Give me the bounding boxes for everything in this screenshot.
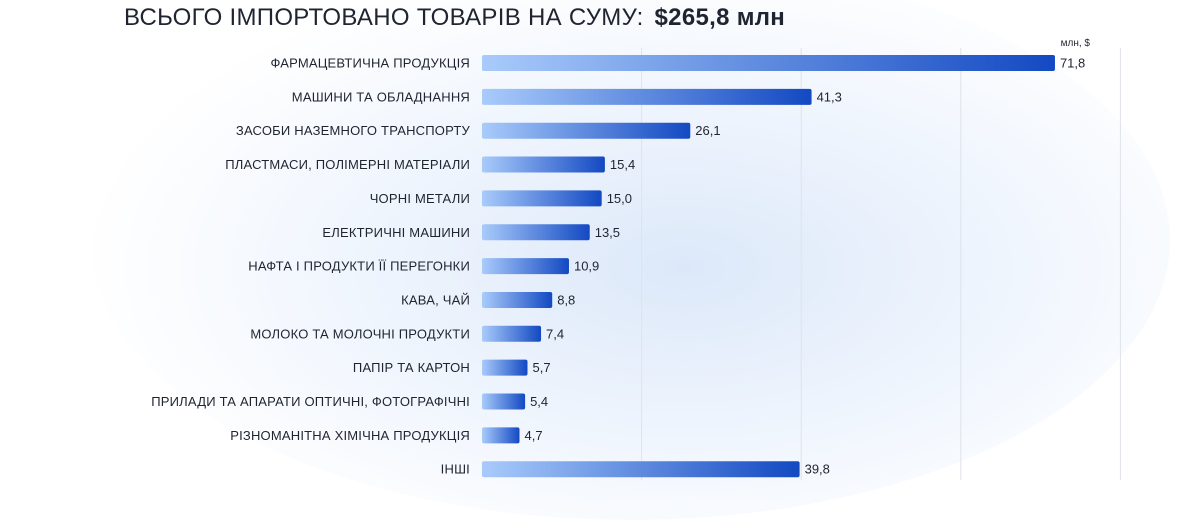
bar	[482, 55, 1055, 71]
bar	[482, 325, 542, 342]
bar-row: ЗАСОБИ НАЗЕМНОГО ТРАНСПОРТУ 26,1	[236, 122, 721, 139]
bar	[482, 291, 553, 308]
value-label: 10,9	[574, 259, 599, 274]
value-label: 39,8	[805, 462, 830, 477]
bar	[482, 359, 528, 376]
bar-row: КАВА, ЧАЙ 8,8	[401, 291, 575, 308]
category-label: ПАПІР ТА КАРТОН	[353, 360, 470, 375]
value-label: 13,5	[595, 225, 620, 240]
bar-row: ПРИЛАДИ ТА АПАРАТИ ОПТИЧНІ, ФОТОГРАФІЧНІ…	[151, 393, 548, 410]
value-label: 71,8	[1060, 56, 1085, 71]
category-label: МОЛОКО ТА МОЛОЧНІ ПРОДУКТИ	[250, 326, 470, 341]
value-label: 5,4	[530, 394, 548, 409]
bar-row: ФАРМАЦЕВТИЧНА ПРОДУКЦІЯ 71,8	[270, 55, 1085, 71]
bar	[482, 122, 691, 139]
bar	[482, 88, 812, 105]
bar	[482, 258, 569, 275]
category-label: РІЗНОМАНІТНА ХІМІЧНА ПРОДУКЦІЯ	[230, 428, 470, 443]
category-label: ПЛАСТМАСИ, ПОЛІМЕРНІ МАТЕРІАЛИ	[225, 157, 470, 172]
bar-chart: млн, $ ФАРМАЦЕВТИЧНА ПРОДУКЦІЯ 71,8 МАШИНИ…	[151, 38, 1121, 480]
value-label: 4,7	[525, 428, 543, 443]
bar	[482, 427, 520, 444]
bar-row: ЕЛЕКТРИЧНІ МАШИНИ 13,5	[322, 224, 620, 241]
category-label: ІНШІ	[441, 462, 470, 477]
category-label: ЧОРНІ МЕТАЛИ	[370, 191, 470, 206]
unit-label: млн, $	[1061, 38, 1091, 49]
bar-row: РІЗНОМАНІТНА ХІМІЧНА ПРОДУКЦІЯ 4,7	[230, 427, 543, 444]
value-label: 8,8	[557, 292, 575, 307]
value-label: 15,4	[610, 157, 635, 172]
bar	[482, 156, 605, 173]
bar-row: МОЛОКО ТА МОЛОЧНІ ПРОДУКТИ 7,4	[250, 325, 564, 342]
bar-row: ПАПІР ТА КАРТОН 5,7	[353, 359, 551, 376]
value-label: 5,7	[532, 360, 550, 375]
background-glow	[90, 0, 1170, 520]
category-label: ЗАСОБИ НАЗЕМНОГО ТРАНСПОРТУ	[236, 123, 471, 138]
category-label: ЕЛЕКТРИЧНІ МАШИНИ	[322, 225, 470, 240]
bar	[482, 393, 526, 410]
bar	[482, 461, 800, 478]
bar-row: ІНШІ 39,8	[441, 461, 830, 478]
bar	[482, 224, 590, 241]
value-label: 7,4	[546, 326, 564, 341]
bar-row: НАФТА І ПРОДУКТИ ЇЇ ПЕРЕГОНКИ 10,9	[248, 258, 599, 275]
value-label: 15,0	[607, 191, 632, 206]
bar-row: ЧОРНІ МЕТАЛИ 15,0	[370, 190, 632, 207]
value-label: 26,1	[695, 123, 720, 138]
category-label: НАФТА І ПРОДУКТИ ЇЇ ПЕРЕГОНКИ	[248, 259, 470, 274]
category-label: МАШИНИ ТА ОБЛАДНАННЯ	[292, 89, 470, 104]
category-label: ПРИЛАДИ ТА АПАРАТИ ОПТИЧНІ, ФОТОГРАФІЧНІ	[151, 394, 470, 409]
chart-title: ВСЬОГО ІМПОРТОВАНО ТОВАРІВ НА СУМУ: $265…	[124, 4, 785, 32]
bar-row: ПЛАСТМАСИ, ПОЛІМЕРНІ МАТЕРІАЛИ 15,4	[225, 156, 635, 173]
value-label: 41,3	[817, 89, 842, 104]
bars: ФАРМАЦЕВТИЧНА ПРОДУКЦІЯ 71,8 МАШИНИ ТА ОБЛ…	[151, 55, 1085, 478]
chart-title-total: $265,8 млн	[654, 4, 786, 31]
bar	[482, 190, 602, 207]
bar-row: МАШИНИ ТА ОБЛАДНАННЯ 41,3	[292, 88, 842, 105]
category-label: КАВА, ЧАЙ	[401, 292, 470, 307]
category-label: ФАРМАЦЕВТИЧНА ПРОДУКЦІЯ	[270, 56, 470, 71]
chart-title-prefix: ВСЬОГО ІМПОРТОВАНО ТОВАРІВ НА СУМУ:	[124, 4, 644, 31]
gridlines	[641, 48, 1121, 480]
